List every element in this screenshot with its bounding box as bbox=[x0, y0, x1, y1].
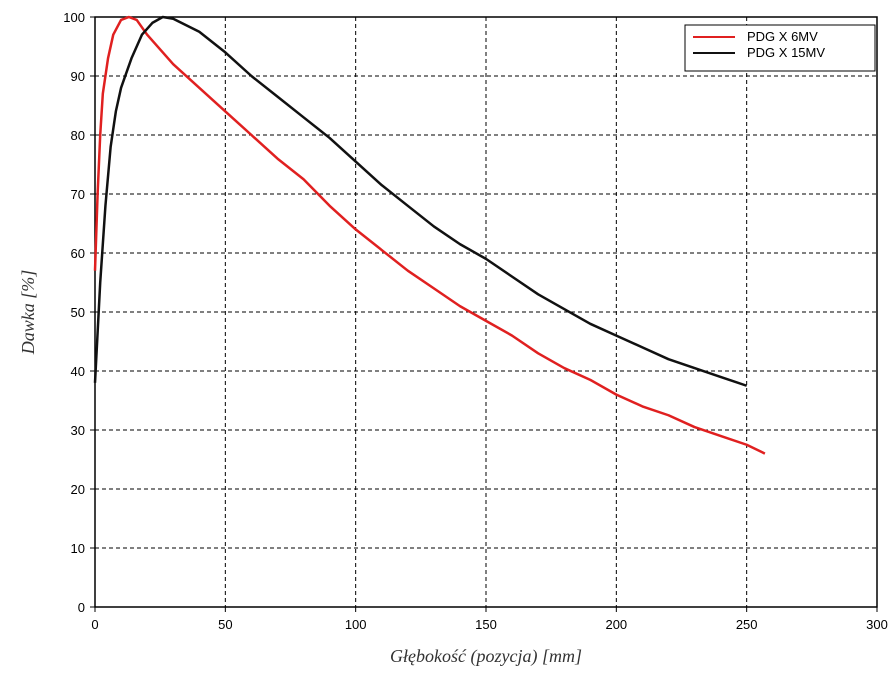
y-axis-title: Dawka [%] bbox=[18, 270, 38, 356]
x-tick-label: 50 bbox=[218, 617, 232, 632]
x-tick-label: 100 bbox=[345, 617, 367, 632]
y-tick-label: 10 bbox=[71, 541, 85, 556]
y-tick-label: 80 bbox=[71, 128, 85, 143]
x-tick-label: 250 bbox=[736, 617, 758, 632]
y-tick-label: 60 bbox=[71, 246, 85, 261]
legend-label: PDG X 6MV bbox=[747, 29, 818, 44]
legend-label: PDG X 15MV bbox=[747, 45, 825, 60]
x-tick-label: 0 bbox=[91, 617, 98, 632]
data-line bbox=[93, 15, 748, 387]
y-tick-label: 20 bbox=[71, 482, 85, 497]
x-tick-label: 200 bbox=[605, 617, 627, 632]
y-tick-label: 90 bbox=[71, 69, 85, 84]
x-tick-label: 150 bbox=[475, 617, 497, 632]
y-tick-label: 70 bbox=[71, 187, 85, 202]
y-tick-label: 0 bbox=[78, 600, 85, 615]
y-tick-label: 30 bbox=[71, 423, 85, 438]
legend-box bbox=[684, 24, 876, 72]
x-axis-title: Głębokość (pozycja) [mm] bbox=[390, 646, 582, 667]
data-line bbox=[93, 15, 766, 455]
y-tick-label: 40 bbox=[71, 364, 85, 379]
plot-frame bbox=[94, 16, 878, 608]
y-tick-label: 50 bbox=[71, 305, 85, 320]
y-tick-label: 100 bbox=[63, 10, 85, 25]
x-tick-label: 300 bbox=[866, 617, 888, 632]
